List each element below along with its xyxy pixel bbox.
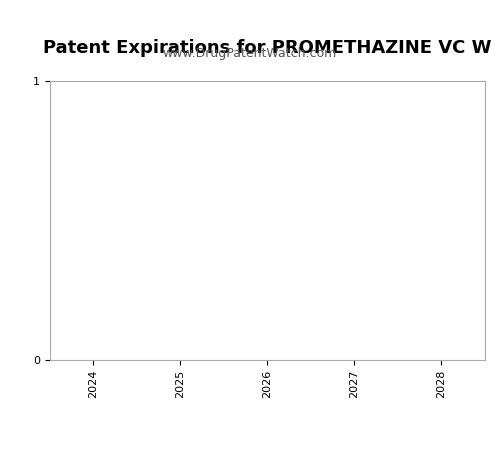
Title: Patent Expirations for PROMETHAZINE VC W: Patent Expirations for PROMETHAZINE VC W <box>44 39 492 57</box>
Text: www.DrugPatentWatch.com: www.DrugPatentWatch.com <box>163 47 337 60</box>
